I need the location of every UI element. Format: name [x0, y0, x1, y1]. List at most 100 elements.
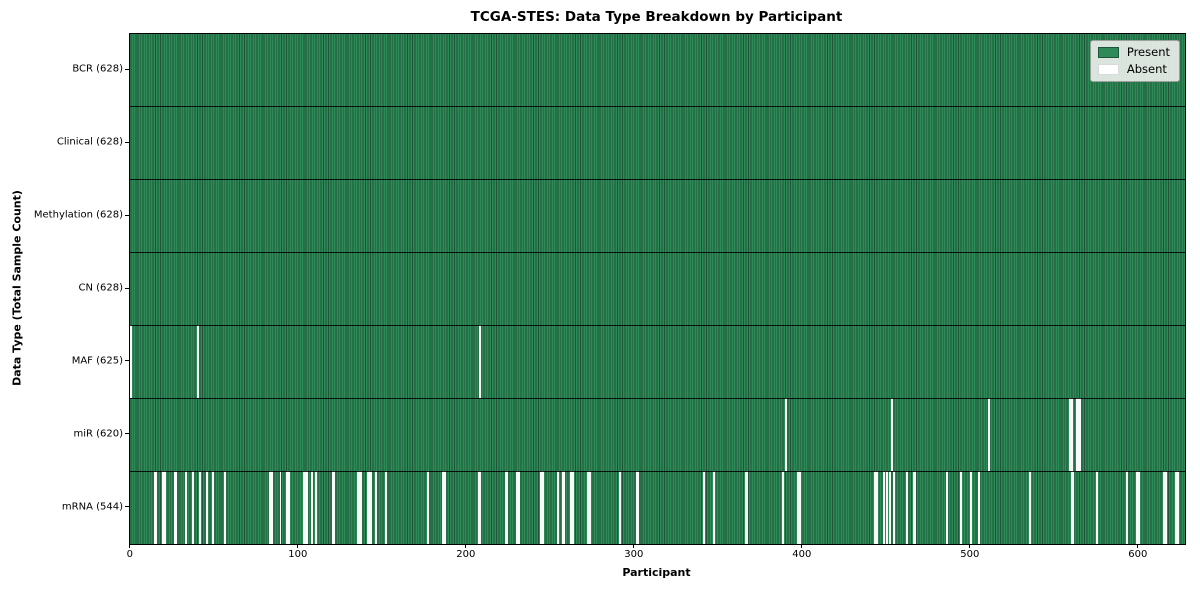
absent-mark: [1069, 398, 1071, 472]
absent-mark: [561, 471, 564, 544]
absent-swatch-icon: [1097, 63, 1119, 75]
absent-mark: [198, 471, 201, 544]
absent-mark: [586, 471, 589, 544]
row-separator: [130, 470, 1185, 472]
absent-mark: [504, 471, 507, 544]
absent-mark: [358, 471, 361, 544]
present-swatch-icon: [1097, 47, 1119, 59]
x-tick-label: 100: [288, 549, 308, 560]
absent-mark: [130, 325, 132, 399]
absent-mark: [1079, 398, 1082, 472]
absent-mark: [477, 471, 480, 544]
absent-mark: [588, 471, 591, 544]
absent-mark: [798, 471, 801, 544]
x-tick-mark: [1137, 544, 1139, 548]
absent-mark: [969, 471, 972, 544]
absent-mark: [518, 471, 520, 544]
row-separator: [130, 179, 1185, 181]
absent-mark: [570, 471, 573, 544]
absent-mark: [385, 471, 388, 544]
absent-mark: [1163, 471, 1166, 544]
x-tick-mark: [297, 544, 299, 548]
x-tick-mark: [465, 544, 467, 548]
row-separator: [130, 397, 1185, 399]
absent-mark: [885, 471, 888, 544]
absent-mark: [635, 471, 638, 544]
absent-mark: [1136, 471, 1139, 544]
x-tick-label: 400: [792, 549, 812, 560]
absent-mark: [1176, 471, 1179, 544]
absent-mark: [311, 471, 314, 544]
x-axis-label: Participant: [622, 566, 691, 579]
absent-mark: [1137, 471, 1140, 544]
x-tick-mark: [969, 544, 971, 548]
legend-item-absent: Absent: [1097, 61, 1170, 76]
absent-mark: [712, 471, 715, 544]
absent-mark: [197, 325, 200, 399]
absent-mark: [370, 471, 373, 544]
legend-label-present: Present: [1126, 45, 1170, 59]
y-tick-mark: [125, 68, 129, 70]
absent-mark: [746, 471, 749, 544]
absent-mark: [988, 398, 991, 472]
absent-mark: [356, 471, 359, 544]
absent-mark: [891, 398, 893, 472]
x-tick-mark: [129, 544, 131, 548]
absent-mark: [1095, 471, 1098, 544]
absent-mark: [563, 471, 566, 544]
absent-mark: [1028, 471, 1031, 544]
absent-mark: [914, 471, 917, 544]
absent-mark: [442, 471, 445, 544]
absent-mark: [304, 471, 307, 544]
chart-title: TCGA-STES: Data Type Breakdown by Partic…: [470, 9, 843, 25]
x-tick-label: 200: [456, 549, 476, 560]
absent-mark: [1174, 471, 1177, 544]
absent-mark: [571, 471, 574, 544]
absent-mark: [192, 471, 195, 544]
x-tick-label: 0: [126, 549, 134, 560]
absent-mark: [785, 398, 788, 472]
absent-mark: [479, 471, 482, 544]
y-tick-mark: [125, 360, 129, 362]
x-tick-label: 500: [960, 549, 980, 560]
absent-mark: [212, 471, 215, 544]
absent-mark: [366, 471, 369, 544]
absent-mark: [427, 471, 430, 544]
y-tick-label: CN (628): [78, 282, 123, 294]
absent-mark: [287, 471, 290, 544]
absent-mark: [163, 471, 166, 544]
absent-mark: [368, 471, 371, 544]
absent-mark: [516, 471, 519, 544]
absent-mark: [306, 471, 309, 544]
y-tick-mark: [125, 506, 129, 508]
absent-mark: [271, 471, 274, 544]
absent-mark: [269, 471, 272, 544]
y-tick-label: mRNA (544): [61, 501, 123, 513]
x-tick-label: 600: [1128, 549, 1148, 560]
absent-mark: [1072, 471, 1075, 544]
legend: Present Absent: [1089, 40, 1180, 82]
y-tick-label: Clinical (628): [56, 136, 123, 148]
absent-mark: [360, 471, 363, 544]
absent-mark: [161, 471, 164, 544]
y-tick-label: Methylation (628): [33, 209, 123, 221]
absent-mark: [175, 471, 178, 544]
row-separator: [130, 324, 1185, 326]
absent-mark: [279, 471, 282, 544]
absent-mark: [702, 471, 705, 544]
absent-mark: [959, 471, 962, 544]
absent-mark: [173, 471, 176, 544]
legend-item-present: Present: [1097, 45, 1170, 59]
plot-area: Present Absent: [129, 33, 1186, 545]
absent-mark: [906, 471, 909, 544]
y-tick-label: miR (620): [73, 428, 123, 440]
absent-mark: [155, 471, 158, 544]
absent-mark: [444, 471, 447, 544]
absent-mark: [1126, 471, 1129, 544]
y-tick-mark: [125, 141, 129, 143]
absent-mark: [882, 471, 885, 544]
legend-label-absent: Absent: [1126, 61, 1167, 76]
absent-mark: [1164, 471, 1167, 544]
absent-mark: [978, 471, 981, 544]
